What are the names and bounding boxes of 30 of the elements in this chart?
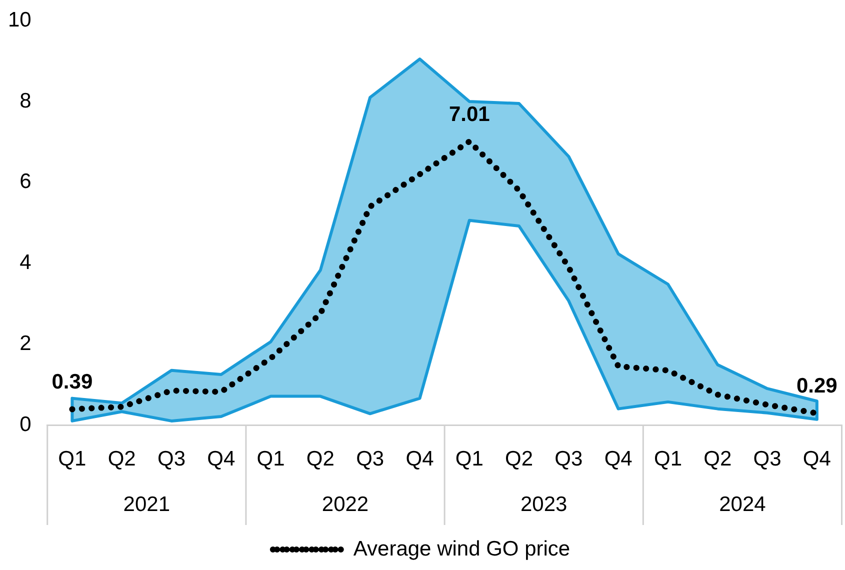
- x-tick-label: Q2: [505, 447, 534, 470]
- y-tick-label: 10: [8, 8, 32, 32]
- text: 2021: [123, 492, 170, 516]
- y-tick-label: 6: [20, 170, 32, 194]
- data-label: 7.01: [448, 102, 490, 126]
- x-tick-label: Q4: [604, 447, 633, 470]
- data-label: 0.39: [52, 370, 93, 394]
- x-tick-label: Q3: [356, 447, 384, 470]
- x-tick-label: Q2: [306, 447, 334, 470]
- y-tick-label: 8: [20, 89, 32, 112]
- x-tick-label: Q2: [704, 447, 732, 470]
- y-tick-label: 2: [20, 332, 32, 355]
- text: 2024: [719, 492, 766, 516]
- x-tick-label: Q3: [554, 447, 583, 470]
- text: 2022: [322, 492, 369, 516]
- legend-label: Average wind GO price: [353, 537, 570, 560]
- x-tick-label: Q2: [108, 447, 136, 470]
- x-tick-label: Q3: [157, 447, 186, 470]
- x-tick-label: Q4: [406, 447, 434, 470]
- x-tick-label: Q1: [654, 447, 682, 470]
- x-tick-label: Q1: [455, 447, 484, 470]
- x-tick-label: Q4: [207, 447, 236, 470]
- text: 2023: [520, 492, 568, 516]
- x-tick-label: Q4: [802, 447, 832, 470]
- x-tick-label: Q1: [256, 447, 285, 470]
- y-tick-label: 4: [20, 251, 32, 274]
- x-tick-label: Q1: [58, 447, 86, 470]
- data-label: 0.29: [796, 374, 838, 398]
- x-tick-label: Q3: [753, 447, 782, 470]
- y-tick-label: 0: [20, 412, 32, 436]
